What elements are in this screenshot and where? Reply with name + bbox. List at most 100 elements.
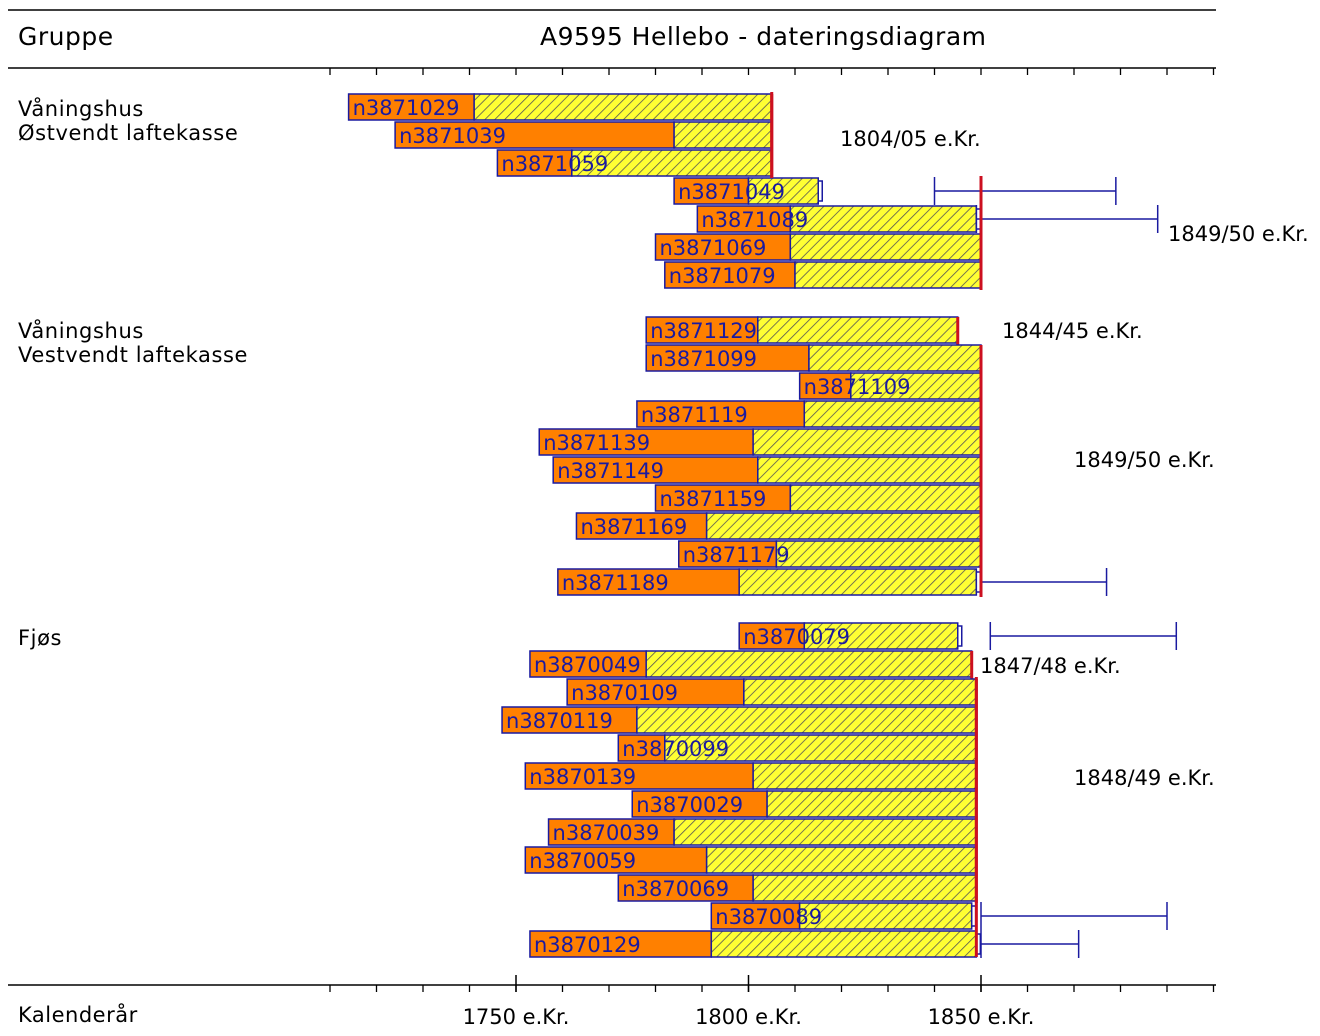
heartwood-segment — [696, 205, 792, 233]
waney-edge-box — [957, 625, 963, 647]
heartwood-segment — [547, 818, 675, 846]
sample-id-label: n3871189 — [562, 571, 669, 595]
sample-id-label: n3870129 — [534, 933, 641, 957]
heartwood-segment — [664, 261, 796, 289]
heartwood-segment — [524, 762, 754, 790]
group-column-header: Gruppe — [18, 22, 114, 51]
sample-bar-n3870089: n3870089 — [710, 902, 1168, 930]
x-tick-label: 1800 e.Kr. — [695, 1005, 802, 1029]
sample-bar-n3871049: n3871049 — [673, 177, 1117, 205]
group-label-ostvendt: Våningshus Østvendt laftekasse — [18, 97, 239, 145]
sample-bar-n3871039: n3871039 — [394, 121, 774, 150]
sample-bar-n3871139: n3871139 — [538, 428, 983, 457]
sapwood-segment — [775, 540, 982, 568]
sample-bar-n3870029: n3870029 — [631, 790, 978, 819]
x-tick-label: 1750 e.Kr. — [463, 1005, 570, 1029]
top-minor-ticks — [329, 68, 1215, 75]
sample-bar-n3870059: n3870059 — [524, 846, 978, 875]
heartwood-segment — [654, 233, 792, 261]
sample-id-label: n3870089 — [715, 905, 822, 929]
heartwood-segment — [347, 93, 475, 121]
heartwood-segment — [645, 316, 759, 344]
sample-bar-n3871179: n3871179 — [678, 540, 983, 569]
sapwood-segment — [705, 846, 978, 874]
sample-id-label: n3870049 — [534, 653, 641, 677]
heartwood-segment — [538, 428, 754, 456]
sapwood-segment — [757, 316, 959, 344]
sapwood-segment — [808, 344, 982, 372]
sample-bar-n3871069: n3871069 — [654, 233, 983, 262]
sample-id-label: n3870039 — [553, 821, 660, 845]
sample-bar-n3871059: n3871059 — [496, 149, 774, 178]
sample-bar-n3870129: n3870129 — [529, 930, 1080, 958]
sample-id-label: n3871099 — [650, 347, 757, 371]
sapwood-segment — [752, 762, 978, 790]
felling-date-labels: 1804/05 e.Kr. 1849/50 e.Kr. 1844/45 e.Kr. 1… — [840, 127, 1309, 790]
sample-bar-n3871169: n3871169 — [575, 512, 983, 541]
sapwood-segment — [636, 706, 978, 734]
heartwood-segment — [636, 400, 806, 428]
sample-id-label: n3870029 — [636, 793, 743, 817]
waney-edge-box — [817, 180, 823, 202]
felling-date-label: 1849/50 e.Kr. — [1074, 448, 1215, 472]
sample-id-label: n3871149 — [557, 459, 664, 483]
sapwood-segment — [757, 456, 982, 484]
heartwood-segment — [566, 678, 745, 706]
sample-bar-n3871129: n3871129 — [645, 316, 960, 345]
sample-id-label: n3871109 — [804, 375, 911, 399]
x-tick-label: 1850 e.Kr. — [928, 1005, 1035, 1029]
sample-bar-n3871099: n3871099 — [645, 344, 983, 373]
sample-id-label: n3871169 — [580, 515, 687, 539]
sapwood-segment — [803, 400, 982, 428]
sample-bar-n3870119: n3870119 — [501, 706, 978, 735]
felling-date-label: 1847/48 e.Kr. — [980, 654, 1121, 678]
heartwood-segment — [557, 568, 740, 596]
sample-bar-n3870069: n3870069 — [617, 874, 978, 903]
sapwood-segment — [766, 790, 978, 818]
heartwood-segment — [710, 902, 801, 930]
sample-id-label: n3870079 — [743, 625, 850, 649]
felling-date-label: 1844/45 e.Kr. — [1002, 319, 1143, 343]
sapwood-segment — [752, 874, 978, 902]
sample-bar-n3871029: n3871029 — [347, 93, 774, 122]
heartwood-segment — [654, 484, 792, 512]
heartwood-segment — [617, 734, 666, 762]
sample-bar-n3870099: n3870099 — [617, 734, 978, 763]
heartwood-segment — [496, 149, 573, 177]
sample-bar-n3871189: n3871189 — [557, 568, 1108, 596]
sapwood-segment — [673, 121, 773, 149]
chart-title: A9595 Hellebo - dateringsdiagram — [540, 22, 987, 51]
sample-bar-n3871149: n3871149 — [552, 456, 983, 485]
sample-bar-n3871159: n3871159 — [654, 484, 983, 513]
heartwood-segment — [673, 177, 750, 205]
sample-id-label: n3871059 — [501, 152, 608, 176]
sapwood-segment — [738, 568, 978, 596]
heartwood-segment — [631, 790, 768, 818]
bottom-minor-ticks — [329, 985, 1215, 992]
felling-date-label: 1804/05 e.Kr. — [840, 127, 981, 151]
sample-id-label: n3871179 — [683, 543, 790, 567]
group-label-vestvendt: Våningshus Vestvendt laftekasse — [18, 319, 249, 367]
sample-id-label: n3870109 — [571, 681, 678, 705]
heartwood-segment — [645, 344, 810, 372]
sapwood-segment — [571, 149, 773, 177]
sample-bars: n3871029 n3871039 n3871059 n3871049 n3871089… — [347, 92, 1178, 958]
sapwood-segment — [705, 512, 982, 540]
sample-id-label: n3871139 — [543, 431, 650, 455]
sapwood-segment — [752, 428, 982, 456]
sample-id-label: n3871159 — [660, 487, 767, 511]
x-axis-label: Kalenderår — [18, 1003, 138, 1027]
sample-id-label: n3871039 — [399, 124, 506, 148]
sample-id-label: n3871119 — [641, 403, 748, 427]
sapwood-segment — [794, 261, 982, 289]
sample-id-label: n3871049 — [678, 180, 785, 204]
sample-id-label: n3871129 — [650, 319, 757, 343]
felling-date-label: 1849/50 e.Kr. — [1168, 222, 1309, 246]
sapwood-segment — [645, 650, 973, 678]
x-tick-labels: 1750 e.Kr. 1800 e.Kr. 1850 e.Kr. — [463, 975, 1035, 1029]
group-label-fjos: Fjøs — [18, 626, 63, 650]
sample-bar-n3870049: n3870049 — [529, 650, 974, 679]
sapwood-segment — [743, 678, 978, 706]
sapwood-segment — [798, 902, 973, 930]
